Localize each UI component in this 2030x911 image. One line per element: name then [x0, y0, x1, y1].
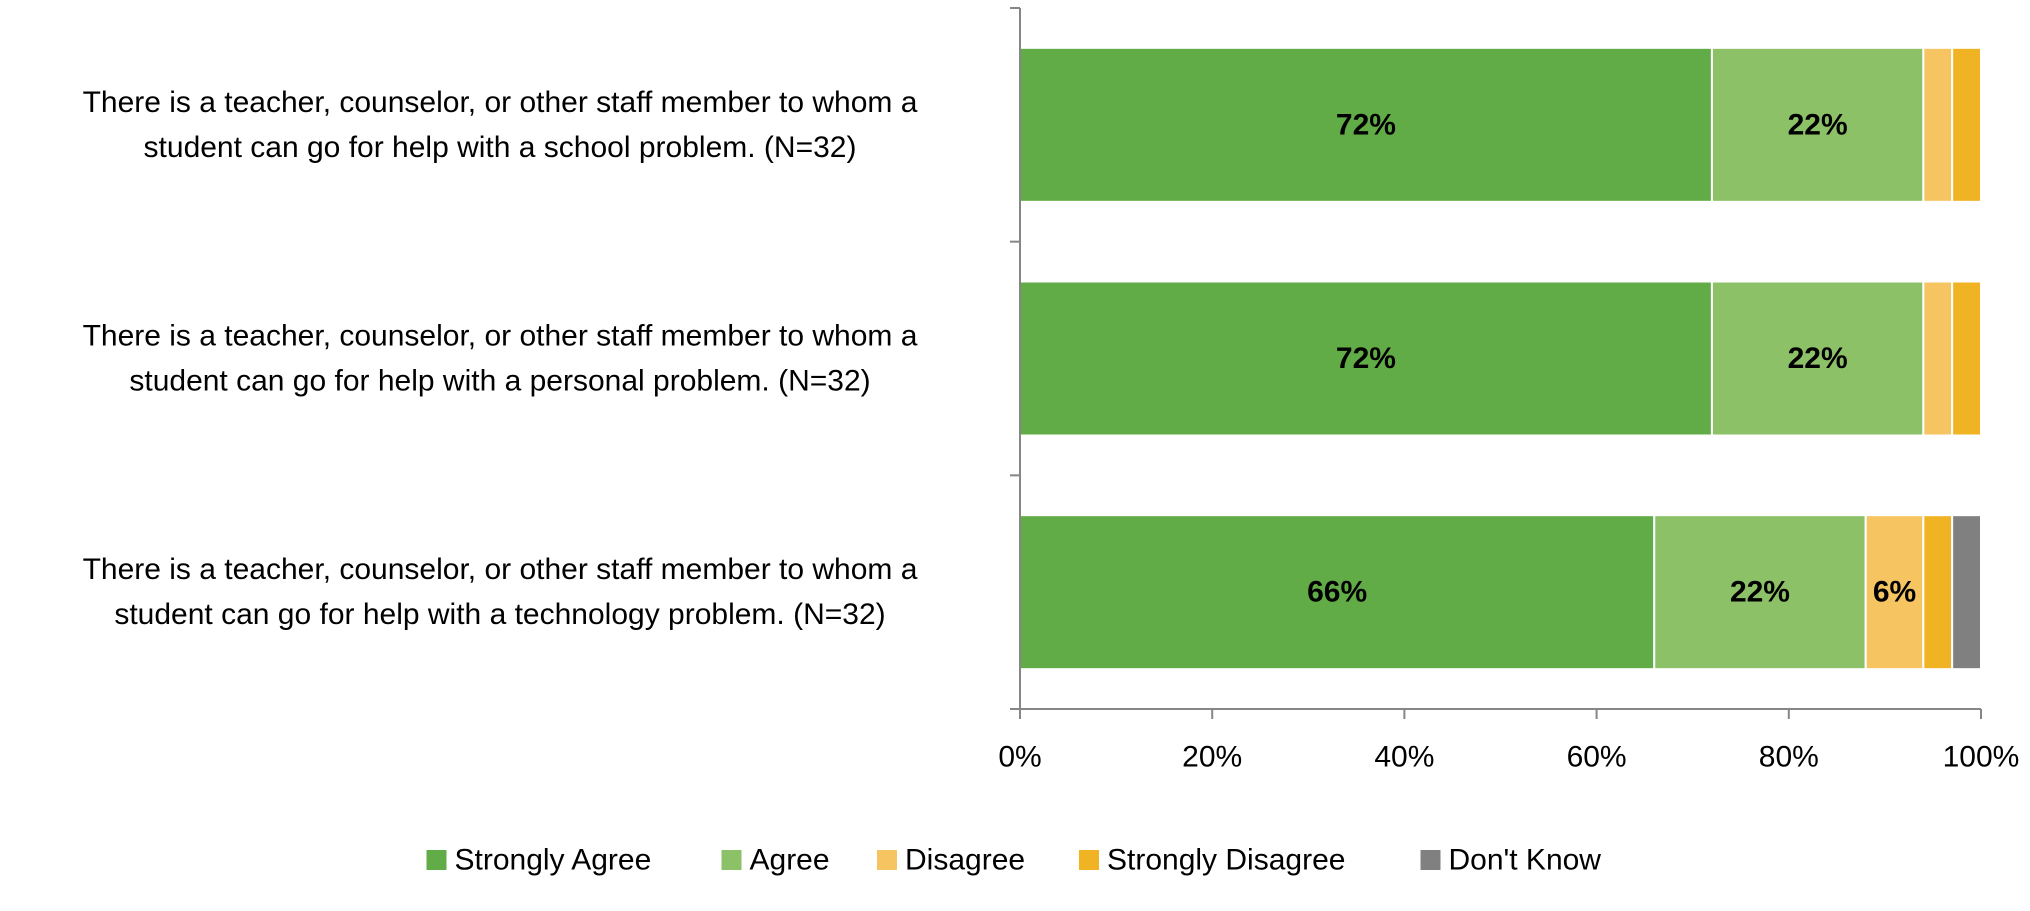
bar-segment — [1653, 514, 1867, 671]
data-label: 22% — [1788, 108, 1848, 141]
legend-item: Strongly Disagree — [1079, 844, 1345, 877]
category-label: student can go for help with a personal … — [129, 365, 870, 398]
category-label: student can go for help with a school pr… — [144, 131, 857, 164]
legend-swatch — [1079, 850, 1099, 870]
data-label: 66% — [1307, 576, 1367, 609]
data-label: 72% — [1336, 342, 1396, 375]
legend: Strongly Agree Agree Disagree Strongly Disa… — [426, 844, 1602, 877]
x-tick-label: 100% — [1943, 741, 2020, 774]
bar-segment — [1019, 514, 1656, 671]
category-label: There is a teacher, counselor, or other … — [83, 320, 918, 353]
bar-segment — [1951, 46, 1983, 203]
legend-label: Don't Know — [1449, 844, 1602, 877]
bar-segment — [1019, 46, 1713, 203]
category-label: There is a teacher, counselor, or other … — [83, 553, 918, 586]
bar-segment — [1922, 280, 1954, 437]
axes: 0% 20% 40% 60% 80% 100% — [998, 7, 2020, 774]
legend-item: Strongly Agree — [426, 844, 652, 877]
bar-segment — [1922, 514, 1954, 671]
bar-segment — [1710, 46, 1925, 203]
legend-label: Agree — [750, 844, 830, 877]
legend-item: Disagree — [877, 844, 1025, 877]
x-tick-label: 20% — [1182, 741, 1242, 774]
data-label: 22% — [1788, 342, 1848, 375]
legend-item: Don't Know — [1420, 844, 1602, 877]
data-label: 6% — [1873, 576, 1916, 609]
plot-area: 72% 22% 72% 22% 66% 22% 6% — [1019, 46, 1983, 671]
x-tick-label: 60% — [1567, 741, 1627, 774]
legend-item: Agree — [721, 844, 830, 877]
legend-swatch — [426, 850, 447, 870]
bar-segment — [1710, 280, 1925, 437]
bar-segment — [1951, 514, 1983, 671]
bar-segment — [1864, 514, 1925, 671]
legend-label: Disagree — [905, 844, 1025, 877]
data-label: 22% — [1730, 576, 1790, 609]
x-tick-label: 80% — [1759, 741, 1819, 774]
data-label: 72% — [1336, 108, 1396, 141]
legend-label: Strongly Agree — [455, 844, 652, 877]
category-label: student can go for help with a technolog… — [114, 598, 885, 631]
category-labels: There is a teacher, counselor, or other … — [83, 86, 918, 631]
bar-segment — [1922, 46, 1954, 203]
bar-segment — [1019, 280, 1713, 437]
legend-swatch — [1420, 850, 1441, 870]
legend-swatch — [877, 850, 897, 870]
x-tick-label: 40% — [1374, 741, 1434, 774]
bar-segment — [1951, 280, 1983, 437]
legend-label: Strongly Disagree — [1107, 844, 1345, 877]
legend-swatch — [721, 850, 742, 870]
x-tick-label: 0% — [998, 741, 1041, 774]
category-label: There is a teacher, counselor, or other … — [83, 86, 918, 119]
